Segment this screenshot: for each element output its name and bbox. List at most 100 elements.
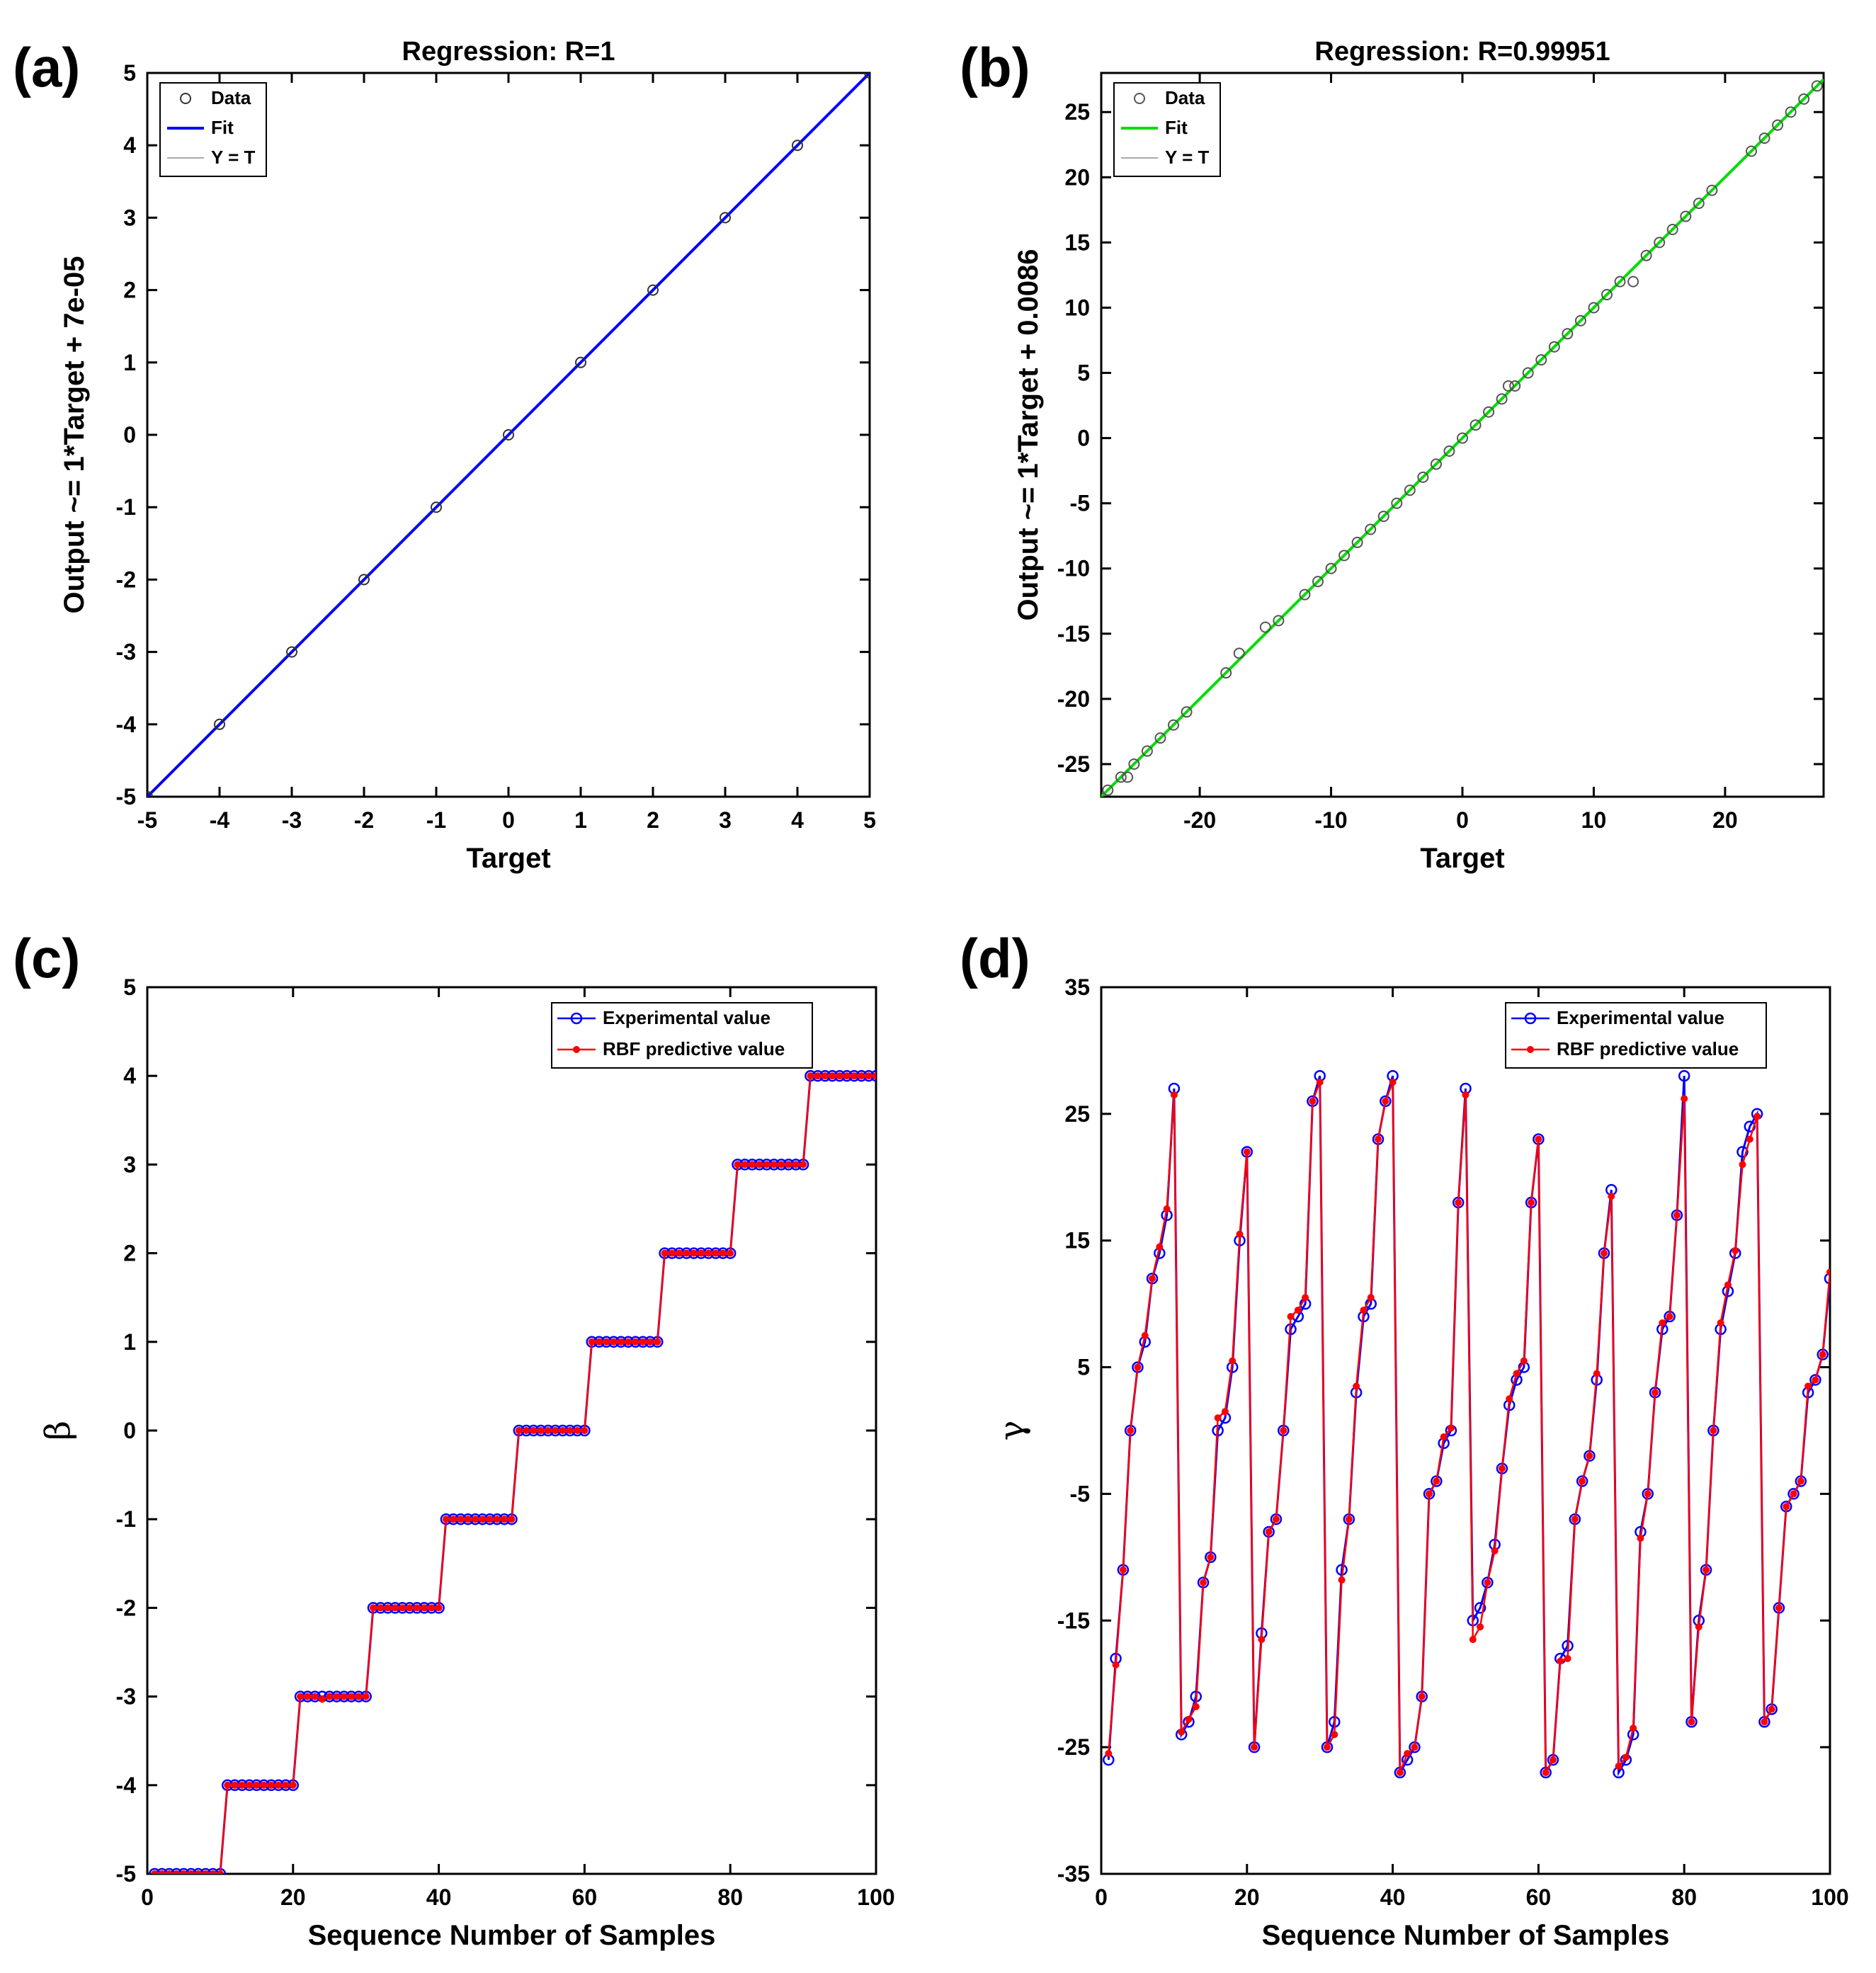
y-tick-label: -1 [116, 1506, 136, 1532]
predicted-point [719, 1249, 727, 1257]
predicted-point [1433, 1477, 1440, 1485]
legend-entry: Fit [211, 117, 234, 138]
predicted-point [610, 1338, 618, 1346]
predicted-point [1659, 1319, 1666, 1326]
x-tick-label: -2 [354, 807, 374, 833]
data-point [1457, 432, 1468, 444]
predicted-point [1564, 1654, 1571, 1662]
data-point [1122, 771, 1134, 783]
predicted-point [1469, 1636, 1477, 1644]
predicted-point [486, 1516, 494, 1523]
y-tick-label: 15 [1064, 1228, 1090, 1253]
data-point [1312, 576, 1324, 588]
predicted-point [668, 1249, 676, 1257]
predicted-point [625, 1338, 632, 1346]
panel-d: (d) 0 20 40 60 80 100 -35 -25 -15 -5 5 15 25 35 Sequenc… [960, 927, 1849, 1951]
predicted-point [851, 1072, 858, 1080]
predicted-point [690, 1249, 698, 1257]
predicted-point [450, 1516, 457, 1523]
predicted-point [238, 1781, 246, 1789]
data-point [1404, 484, 1416, 496]
predicted-point [1498, 1465, 1506, 1472]
y-tick-label: 25 [1064, 1101, 1090, 1127]
experimental-point [156, 1867, 168, 1874]
x-tick-label: 5 [863, 807, 876, 833]
predicted-point [1601, 1249, 1608, 1257]
predicted-point [209, 1870, 217, 1874]
fit-line [1101, 78, 1824, 797]
predicted-point [1345, 1516, 1353, 1523]
predicted-point [369, 1604, 377, 1612]
predicted-point [1192, 1702, 1200, 1710]
data-point [1417, 471, 1429, 483]
legend-entry: RBF predictive value [1557, 1038, 1739, 1059]
data-point [1706, 184, 1718, 196]
plot-content [1101, 68, 1835, 797]
y-tick-label: 5 [123, 974, 136, 1000]
y-tick-label: 20 [1064, 164, 1090, 190]
data-point [1825, 68, 1835, 78]
panel-b: (b) Regression: R=0.99951 -20 -10 0 10 20 -25 -2… [960, 36, 1835, 874]
predicted-point [1571, 1516, 1579, 1523]
predicted-point [508, 1516, 516, 1523]
predicted-point [537, 1427, 545, 1434]
experimental-point [1380, 1095, 1392, 1108]
y-tick-label: 2 [123, 1241, 136, 1266]
predicted-point [566, 1427, 574, 1434]
experimental-point [1824, 1273, 1830, 1285]
predicted-point [472, 1516, 479, 1523]
predicted-point [1200, 1579, 1207, 1586]
predicted-point [1484, 1579, 1491, 1586]
data-point [1325, 562, 1337, 574]
experimental-point [178, 1867, 190, 1874]
data-point [1548, 341, 1560, 353]
x-tick-label: -20 [1183, 807, 1216, 833]
data-point [1391, 497, 1403, 509]
legend-data-marker [1134, 93, 1145, 104]
predicted-point [421, 1604, 428, 1612]
x-tick-label: 10 [1581, 807, 1607, 833]
y-tick-label: 5 [1077, 360, 1090, 386]
y-tick-label: 0 [123, 422, 136, 448]
data-point [1535, 354, 1547, 366]
x-tick-label: 0 [502, 807, 515, 833]
predicted-point [829, 1072, 836, 1080]
series-line [154, 1074, 876, 1874]
predicted-point [712, 1249, 720, 1257]
y-tick-label: -2 [116, 1595, 136, 1620]
predicted-point [800, 1161, 807, 1169]
predicted-point [1105, 1750, 1113, 1758]
predicted-point [1447, 1424, 1455, 1432]
y-axis-label: β [38, 1421, 78, 1440]
legend-entry: Data [211, 87, 251, 108]
experimental-point [192, 1867, 205, 1874]
predicted-point [683, 1249, 690, 1257]
predicted-point [1513, 1370, 1520, 1377]
plot-content [1103, 1069, 1830, 1779]
legend-entry: Y = T [1165, 147, 1210, 168]
x-tick-label: 40 [426, 1884, 452, 1910]
y-tick-label: 25 [1064, 99, 1090, 125]
predicted-point [778, 1161, 785, 1169]
predicted-point [1637, 1535, 1644, 1542]
y-tick-label: 1 [123, 350, 136, 375]
predicted-point [1746, 1135, 1753, 1143]
predicted-point [304, 1693, 312, 1700]
predicted-point [1644, 1490, 1652, 1498]
data-point [1746, 145, 1757, 157]
x-tick-label: 3 [719, 807, 732, 833]
x-tick-label: 80 [1671, 1884, 1697, 1910]
predicted-point [756, 1161, 763, 1169]
panel-a: (a) Regression: R=1 -5 -4 -3 -2 -1 0 1 2 3 4 5 -5 -4 -3… [13, 36, 876, 874]
data-point [1299, 589, 1311, 601]
data-point [792, 140, 803, 152]
data-point [1365, 523, 1377, 535]
experimental-point [170, 1867, 183, 1874]
predicted-point [763, 1161, 771, 1169]
data-point [1128, 758, 1140, 770]
predicted-point [1141, 1331, 1149, 1339]
predicted-point [1819, 1351, 1826, 1358]
predicted-point [1338, 1576, 1346, 1584]
predicted-point [340, 1693, 348, 1700]
predicted-point [318, 1695, 326, 1703]
